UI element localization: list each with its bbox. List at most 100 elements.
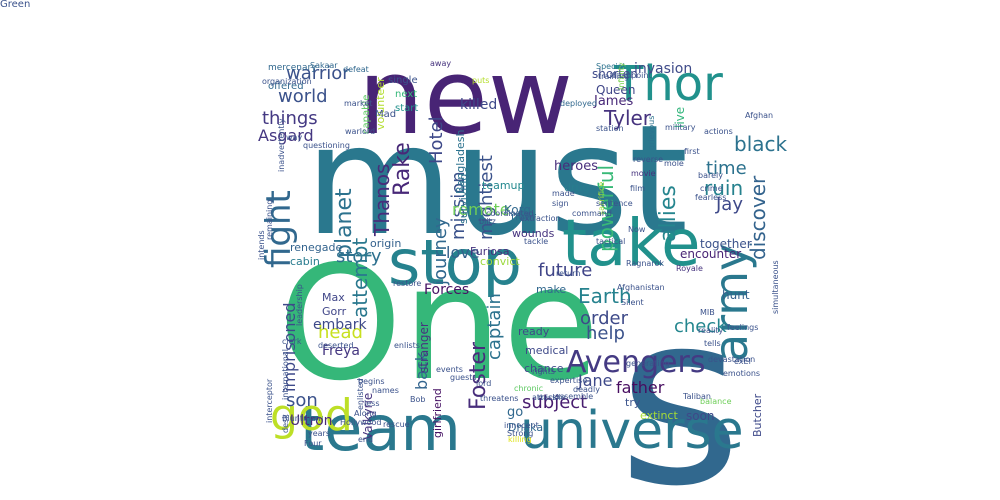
cloud-word: defeat: [343, 65, 369, 74]
cloud-word: tactical: [596, 237, 626, 246]
cloud-word: Rake: [390, 142, 415, 196]
cloud-word: way: [286, 133, 303, 142]
cloud-word: mercenary: [268, 63, 317, 73]
cloud-word: Green: [0, 0, 31, 10]
cloud-word: Afghanistan: [617, 283, 665, 292]
cloud-word: remote: [452, 200, 510, 219]
cloud-word: Taliban: [683, 392, 711, 401]
cloud-word: Strong: [507, 429, 534, 438]
cloud-word: start: [395, 103, 419, 114]
cloud-word: Avengers: [566, 345, 706, 380]
cloud-word: tells: [704, 339, 721, 348]
cloud-word: assemble: [555, 392, 594, 401]
cloud-word: Dhaka: [508, 421, 544, 434]
cloud-word: enlists: [394, 341, 420, 350]
cloud-word: Silent: [621, 298, 644, 307]
cloud-word: blitz: [479, 217, 496, 226]
cloud-word: years: [308, 429, 331, 438]
cloud-word: Now: [628, 225, 646, 234]
cloud-word: first: [684, 147, 700, 156]
cloud-word: next: [395, 89, 418, 100]
cloud-word: go: [507, 405, 524, 420]
cloud-word: command: [572, 209, 612, 218]
cloud-word: ruin: [704, 176, 744, 200]
cloud-word: encounter: [680, 247, 742, 261]
cloud-word: exEl: [734, 357, 751, 366]
cloud-word: Tyler: [604, 106, 652, 130]
cloud-word: emotions: [723, 369, 761, 378]
cloud-word: mightiest: [476, 155, 497, 240]
cloud-word: allies: [656, 185, 681, 242]
cloud-word: Earth: [578, 284, 632, 308]
cloud-word: military: [665, 123, 696, 132]
cloud-word: killed: [460, 97, 498, 113]
cloud-word: Hollywood: [340, 418, 382, 427]
cloud-word: things: [262, 108, 318, 129]
cloud-word: together: [700, 237, 752, 251]
cloud-word: away: [430, 59, 452, 68]
cloud-word: team: [300, 392, 461, 465]
cloud-word: Bob: [410, 395, 426, 404]
cloud-word: James: [594, 94, 634, 109]
cloud-word: Forces: [424, 282, 470, 298]
cloud-word: make: [536, 283, 567, 296]
cloud-word: market: [344, 99, 373, 108]
cloud-word: Sakaar: [310, 61, 338, 70]
cloud-word: Mad: [375, 109, 397, 120]
cloud-word: station: [596, 124, 624, 133]
cloud-word: One: [278, 232, 600, 416]
cloud-word: sign: [552, 199, 569, 208]
cloud-word: Jane: [578, 371, 613, 390]
cloud-word: return: [556, 269, 581, 278]
cloud-word: barely: [698, 171, 723, 180]
cloud-word: generating: [626, 359, 670, 368]
cloud-word: feelings: [727, 323, 759, 332]
cloud-word: check: [674, 316, 727, 337]
cloud-word: medical: [525, 344, 569, 357]
cloud-word: help: [586, 323, 625, 344]
cloud-word: mole: [664, 159, 684, 168]
cloud-word: order: [580, 308, 628, 329]
cloud-word: clerk: [282, 337, 302, 346]
cloud-word: Hotel: [426, 116, 447, 164]
cloud-word: universe: [520, 401, 744, 461]
cloud-word: shorten: [592, 67, 638, 81]
cloud-word: killing: [508, 435, 532, 444]
cloud-word: innocent: [504, 421, 539, 430]
cloud-word: extraction: [520, 214, 561, 223]
cloud-word: Asgard: [258, 126, 314, 145]
cloud-word: events: [436, 365, 463, 374]
cloud-word: love: [446, 243, 480, 262]
cloud-word: organization: [262, 77, 312, 86]
cloud-word: world: [278, 86, 328, 107]
cloud-word: teamup: [482, 179, 525, 192]
cloud-word: heroes: [554, 159, 599, 174]
cloud-word: interceptor: [265, 378, 274, 423]
cloud-word: Jay: [716, 194, 743, 215]
cloud-word: leadership: [295, 284, 304, 326]
cloud-word: Along: [354, 409, 377, 418]
cloud-word: Royale: [676, 264, 703, 273]
cloud-word: hunt: [722, 288, 750, 302]
cloud-word: new: [358, 36, 573, 158]
cloud-word: Freya: [322, 343, 360, 359]
cloud-word: threatens: [480, 394, 519, 403]
cloud-word: less: [364, 399, 380, 408]
cloud-word: Gorr: [322, 305, 347, 318]
cloud-word: renegade: [290, 241, 343, 254]
cloud-word: remaining: [265, 199, 274, 240]
cloud-word: Special: [596, 62, 625, 71]
cloud-word: Thanos: [370, 163, 394, 236]
cloud-word: tackle: [524, 237, 549, 246]
cloud-word: rights: [532, 367, 555, 376]
cloud-word: subject: [522, 392, 588, 413]
cloud-word: deadly: [573, 385, 600, 394]
cloud-word: cabin: [290, 255, 320, 268]
cloud-word: devastation: [708, 355, 756, 364]
cloud-word: reverse: [633, 155, 664, 164]
cloud-word: puts: [472, 76, 490, 85]
cloud-word: missile: [538, 393, 566, 402]
cloud-word: invasion: [634, 61, 693, 77]
cloud-word: head: [318, 322, 363, 343]
cloud-word: offered: [268, 81, 304, 92]
